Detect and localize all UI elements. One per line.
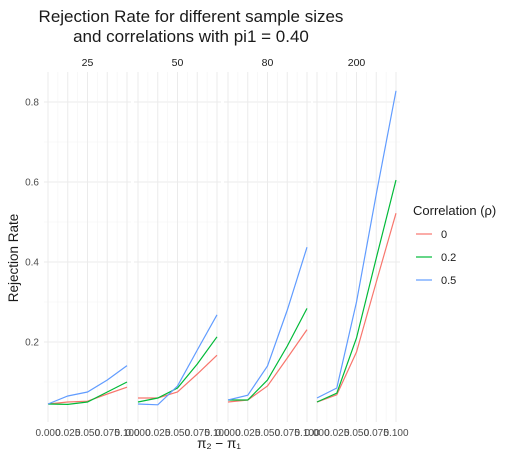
- series-line-rho-0.5: [47, 365, 128, 405]
- series-line-rho-0.5: [227, 247, 308, 401]
- facet-strip-label: 25: [82, 57, 94, 69]
- facet-strip-label: 200: [348, 57, 366, 69]
- series-line-rho-0: [227, 329, 308, 403]
- x-tick-label: 0.000: [125, 428, 150, 439]
- series-line-rho-0.2: [316, 179, 397, 403]
- y-tick-label: 0.6: [25, 178, 39, 189]
- legend-label-rho-0.5: 0.5: [441, 275, 456, 287]
- facet-strip-label: 80: [262, 57, 274, 69]
- series-line-rho-0: [138, 354, 218, 399]
- x-tick-label: 0.075: [275, 428, 300, 439]
- x-tick-label: 0.050: [255, 428, 280, 439]
- x-tick-label: 0.050: [75, 428, 100, 439]
- y-tick-label: 0.2: [25, 338, 39, 349]
- x-tick-label: 0.100: [294, 428, 319, 439]
- x-tick-label: 0.000: [304, 428, 329, 439]
- x-tick-label: 0.050: [344, 428, 369, 439]
- x-tick-label: 0.075: [95, 428, 120, 439]
- x-tick-label: 0.100: [383, 428, 408, 439]
- series-line-rho-0: [316, 213, 397, 403]
- y-axis: 0.2 0.4 0.6 0.8: [25, 98, 39, 349]
- x-tick-label: 0.100: [114, 428, 139, 439]
- series-line-rho-0.5: [316, 90, 397, 399]
- y-tick-label: 0.4: [25, 258, 39, 269]
- series-line-rho-0.2: [137, 336, 218, 403]
- x-tick-label: 0.075: [185, 428, 210, 439]
- legend: Correlation (ρ) 0 0.2 0.5: [413, 203, 496, 287]
- series-line-rho-0: [47, 386, 128, 405]
- x-tick-label: 0.075: [364, 428, 389, 439]
- x-axis-title: π₂ − π₁: [197, 436, 241, 451]
- x-tick-label: 0.000: [215, 428, 240, 439]
- series-line-rho-0.2: [228, 308, 308, 401]
- x-tick-label: 0.025: [145, 428, 170, 439]
- x-tick-label: 0.025: [235, 428, 260, 439]
- x-tick-label: 0.050: [165, 428, 190, 439]
- chart-title-line-1: Rejection Rate for different sample size…: [39, 7, 344, 26]
- facet-strip-label: 50: [172, 57, 184, 69]
- series-line-rho-0.5: [137, 314, 218, 406]
- y-axis-title: Rejection Rate: [6, 214, 21, 303]
- legend-label-rho-0: 0: [441, 229, 447, 241]
- x-tick-label: 0.100: [204, 428, 229, 439]
- legend-title: Correlation (ρ): [413, 203, 496, 218]
- x-tick-label: 0.025: [324, 428, 349, 439]
- x-tick-label: 0.025: [55, 428, 80, 439]
- chart-title-line-2: and correlations with pi1 = 0.40: [73, 27, 309, 46]
- y-tick-label: 0.8: [25, 98, 39, 109]
- legend-label-rho-0.2: 0.2: [441, 252, 456, 264]
- series-line-rho-0.2: [47, 381, 128, 406]
- x-tick-label: 0.000: [35, 428, 60, 439]
- facet-panels: 0.0000.0250.0500.0750.100250.0000.0250.0…: [35, 57, 408, 439]
